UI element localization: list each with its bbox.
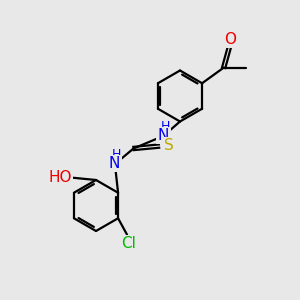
Text: N: N [109,156,120,171]
Text: HO: HO [48,169,72,184]
Text: S: S [164,138,173,153]
Text: H: H [160,120,170,133]
Text: O: O [225,32,237,47]
Text: Cl: Cl [121,236,136,251]
Text: H: H [112,148,121,161]
Text: N: N [157,128,169,143]
